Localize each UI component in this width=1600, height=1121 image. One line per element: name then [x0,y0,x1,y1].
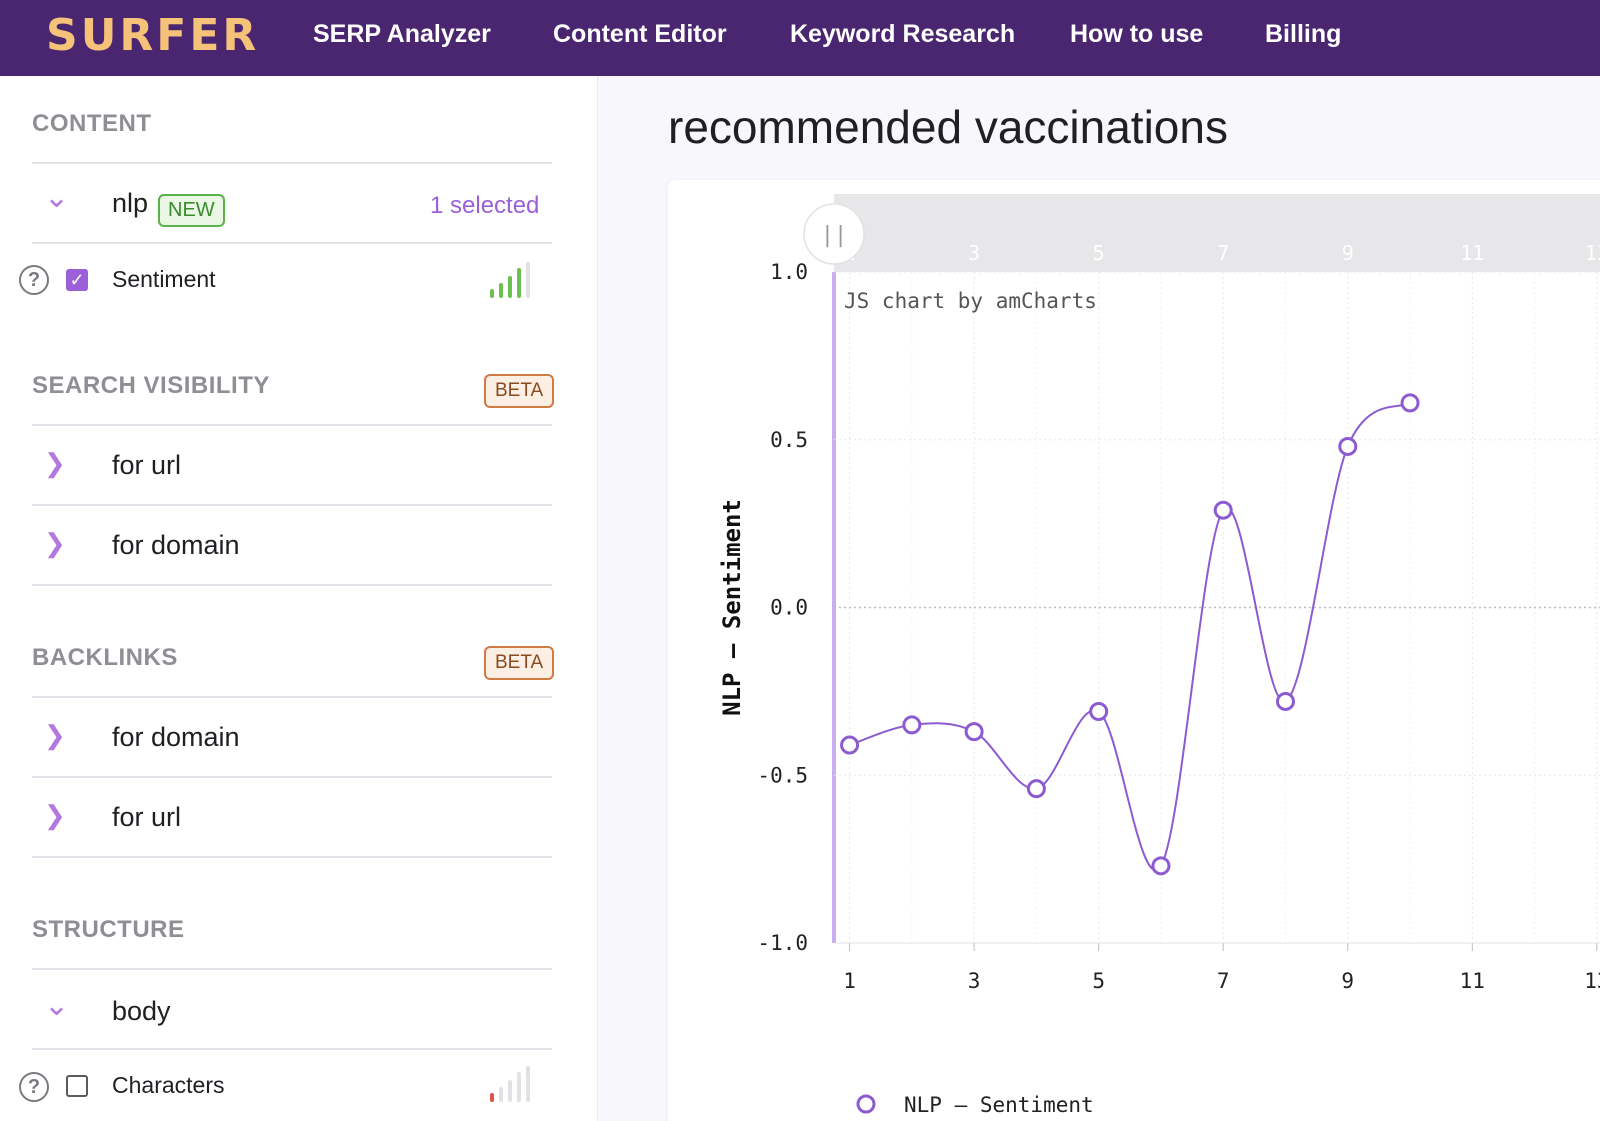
data-point [1026,779,1046,799]
new-badge: NEW [158,194,225,227]
x-tick-label: 11 [1460,969,1485,993]
divider [32,162,552,164]
help-icon[interactable]: ? [19,1072,49,1102]
nav-content-editor[interactable]: Content Editor [553,20,727,48]
scrollbar-tick-label: 5 [1093,241,1105,265]
section-title-backlinks: BACKLINKS [32,644,178,671]
chevron-down-icon: ⌄ [44,989,70,1022]
row-label: for url [112,450,182,480]
scrollbar-tick-label: 11 [1460,241,1484,265]
section-title-search-visibility: SEARCH VISIBILITY [32,372,270,399]
scrollbar-tick-label: 13 [1585,241,1600,265]
signal-bars-icon [490,1066,536,1102]
x-tick-label: 13 [1584,969,1600,993]
chevron-right-icon: ❯ [44,800,66,830]
divider [32,968,552,970]
signal-bars-icon [490,262,536,298]
scrollbar-tick-label: 3 [968,241,980,265]
chevron-down-icon: ⌄ [44,181,70,214]
data-point [1089,702,1109,722]
y-tick-label: 0.5 [770,428,808,452]
divider [32,424,552,426]
item-label-characters[interactable]: Characters [112,1072,225,1098]
row-label: for domain [112,722,240,752]
data-point [1151,856,1171,876]
scrollbar-tick-label: 7 [1217,241,1229,265]
row-label: for url [112,802,182,832]
section-title-content: CONTENT [32,110,152,137]
x-tick-label: 1 [843,969,856,993]
group-nlp[interactable]: ⌄ nlp [0,166,560,246]
beta-badge: BETA [484,374,555,408]
divider [32,504,552,506]
surfer-logo[interactable]: SURFER [46,10,260,61]
data-point [840,735,860,755]
x-tick-label: 3 [968,969,981,993]
characters-checkbox[interactable] [66,1075,88,1097]
chart-watermark: JS chart by amCharts [844,289,1097,313]
data-point [902,715,922,735]
scrollbar-grip [803,203,865,265]
data-point [1213,500,1233,520]
help-icon[interactable]: ? [19,265,49,295]
chevron-right-icon: ❯ [44,720,66,750]
chevron-right-icon: ❯ [44,448,66,478]
bl-for-domain[interactable]: ❯ for domain [0,698,560,778]
chart-card: 1357911131.00.50.0-0.5-1.0135791113JS ch… [668,180,1600,1121]
sv-for-domain[interactable]: ❯ for domain [0,506,560,586]
sv-for-url[interactable]: ❯ for url [0,426,560,506]
data-point [1338,436,1358,456]
nav-billing[interactable]: Billing [1265,20,1342,48]
legend-marker [856,1094,876,1114]
item-label-sentiment[interactable]: Sentiment [112,266,216,292]
page-title: recommended vaccinations [668,101,1228,153]
scrollbar-grip-icon: || [821,223,848,248]
section-title-structure: STRUCTURE [32,916,185,943]
sentiment-chart[interactable]: 1357911131.00.50.0-0.5-1.0135791113JS ch… [668,180,1600,1121]
divider [32,584,552,586]
nav-serp-analyzer[interactable]: SERP Analyzer [313,20,491,48]
group-body[interactable]: ⌄ body [0,972,560,1052]
divider [32,776,552,778]
beta-badge: BETA [484,646,555,680]
y-tick-label: -1.0 [757,931,808,955]
divider [32,856,552,858]
row-label: for domain [112,530,240,560]
selected-count: 1 selected [430,192,540,219]
chart-scrollbar [834,194,1600,272]
scrollbar-tick-label: 9 [1342,241,1354,265]
y-tick-label: 0.0 [770,596,808,620]
chevron-right-icon: ❯ [44,528,66,558]
main-panel: recommended vaccinations 1357911131.00.5… [598,76,1600,1121]
sidebar: CONTENT ⌄ nlp NEW 1 selected ? ✓ Sentime… [0,76,598,1121]
group-label-body: body [112,996,171,1026]
divider [32,696,552,698]
nav-how-to-use[interactable]: How to use [1070,20,1204,48]
sentiment-checkbox[interactable]: ✓ [66,269,88,291]
y-tick-label: -0.5 [757,763,808,787]
nav-keyword-research[interactable]: Keyword Research [790,20,1016,48]
series-line-nlp-sentiment [849,401,1411,871]
x-tick-label: 9 [1341,969,1354,993]
y-axis-label: NLP – Sentiment [718,499,746,716]
data-point [964,722,984,742]
legend-label: NLP – Sentiment [904,1093,1094,1117]
top-nav-bar: SURFER SERP Analyzer Content Editor Keyw… [0,0,1600,76]
divider [32,242,552,244]
x-tick-label: 5 [1092,969,1105,993]
data-point [1275,691,1295,711]
bl-for-url[interactable]: ❯ for url [0,778,560,858]
divider [32,1048,552,1050]
group-label-nlp: nlp [112,188,149,218]
y-tick-label: 1.0 [770,260,808,284]
data-point [1400,393,1420,413]
x-tick-label: 7 [1217,969,1230,993]
